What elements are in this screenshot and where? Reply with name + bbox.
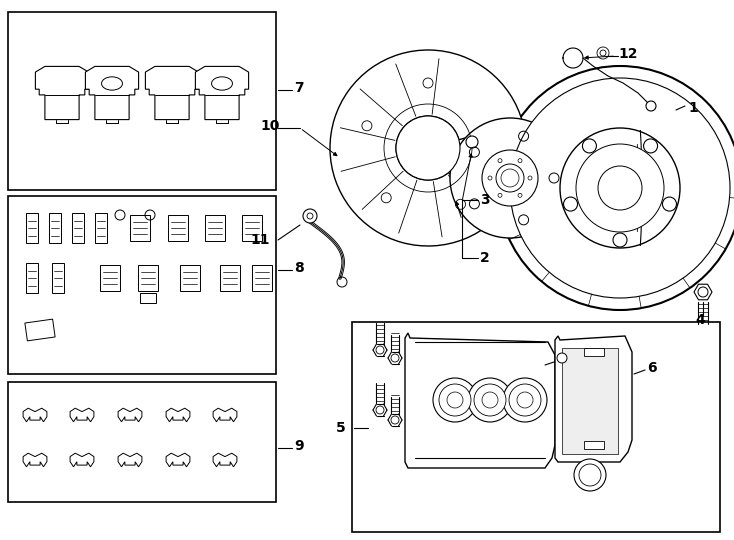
Circle shape (468, 378, 512, 422)
Polygon shape (118, 408, 142, 422)
Polygon shape (168, 215, 188, 241)
Polygon shape (70, 408, 94, 422)
Circle shape (474, 384, 506, 416)
Polygon shape (23, 453, 47, 467)
Polygon shape (52, 263, 64, 293)
Circle shape (646, 101, 656, 111)
Text: 4: 4 (695, 313, 705, 327)
Circle shape (439, 384, 471, 416)
Text: 12: 12 (618, 47, 638, 61)
Polygon shape (70, 453, 94, 467)
Circle shape (574, 459, 606, 491)
Circle shape (576, 144, 664, 232)
Text: 1: 1 (688, 101, 698, 115)
Polygon shape (138, 265, 158, 291)
Bar (8, 196, 276, 374)
Polygon shape (72, 213, 84, 243)
Polygon shape (145, 66, 199, 119)
Text: 5: 5 (336, 421, 346, 435)
Polygon shape (555, 336, 632, 462)
Circle shape (498, 66, 734, 310)
Circle shape (510, 78, 730, 298)
Polygon shape (166, 453, 190, 467)
Polygon shape (26, 213, 38, 243)
Circle shape (560, 128, 680, 248)
Text: 9: 9 (294, 439, 304, 453)
Polygon shape (562, 348, 618, 454)
Bar (352, 322, 720, 532)
Polygon shape (213, 453, 237, 467)
Circle shape (496, 164, 524, 192)
Text: 3: 3 (480, 193, 490, 207)
Polygon shape (101, 265, 120, 291)
Circle shape (503, 378, 547, 422)
Polygon shape (242, 215, 262, 241)
Circle shape (433, 378, 477, 422)
Circle shape (450, 118, 570, 238)
Circle shape (303, 209, 317, 223)
Text: 7: 7 (294, 81, 304, 95)
Polygon shape (166, 408, 190, 422)
Polygon shape (85, 66, 139, 119)
Circle shape (501, 169, 519, 187)
Text: 8: 8 (294, 261, 304, 275)
Polygon shape (23, 408, 47, 422)
Polygon shape (584, 441, 604, 449)
Polygon shape (130, 215, 150, 241)
Polygon shape (694, 284, 712, 300)
Circle shape (579, 464, 601, 486)
Circle shape (509, 384, 541, 416)
Polygon shape (584, 348, 604, 356)
Polygon shape (25, 319, 55, 341)
Polygon shape (49, 213, 61, 243)
Circle shape (598, 166, 642, 210)
Polygon shape (118, 453, 142, 467)
Polygon shape (220, 265, 240, 291)
Text: 2: 2 (480, 251, 490, 265)
Polygon shape (206, 215, 225, 241)
Polygon shape (95, 213, 107, 243)
Text: 10: 10 (261, 119, 280, 133)
Polygon shape (181, 265, 200, 291)
Polygon shape (140, 293, 156, 303)
Circle shape (466, 136, 478, 148)
Polygon shape (26, 263, 38, 293)
Polygon shape (35, 66, 89, 119)
Bar (8, 382, 276, 502)
Circle shape (396, 116, 460, 180)
Bar (8, 12, 276, 190)
Wedge shape (330, 50, 523, 246)
Polygon shape (195, 66, 249, 119)
Text: 6: 6 (647, 361, 657, 375)
Circle shape (557, 353, 567, 363)
Polygon shape (252, 265, 272, 291)
Circle shape (482, 150, 538, 206)
Polygon shape (213, 408, 237, 422)
Text: 11: 11 (250, 233, 270, 247)
Polygon shape (405, 333, 555, 468)
